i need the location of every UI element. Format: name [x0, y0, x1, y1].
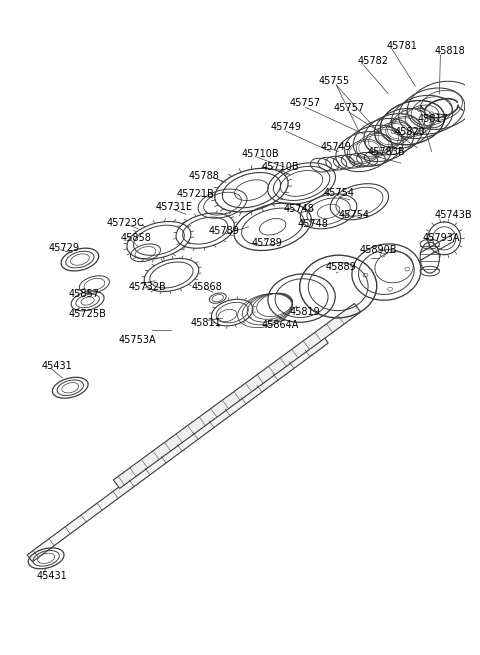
Text: 45754: 45754: [338, 210, 369, 220]
Text: 45431: 45431: [36, 571, 67, 581]
Text: 45857: 45857: [68, 290, 99, 299]
Text: 45748: 45748: [298, 219, 329, 229]
Text: 45732B: 45732B: [128, 282, 166, 291]
Text: 45721B: 45721B: [176, 189, 214, 199]
Polygon shape: [113, 303, 360, 489]
Text: 45781: 45781: [386, 41, 417, 50]
Text: 45819: 45819: [290, 307, 321, 316]
Text: 45817: 45817: [417, 114, 448, 124]
Text: 45749: 45749: [321, 141, 352, 152]
Text: 45753A: 45753A: [119, 335, 156, 345]
Text: 45818: 45818: [434, 47, 465, 56]
Text: 45789: 45789: [208, 225, 239, 236]
Text: 45788: 45788: [189, 171, 220, 181]
Text: 45710B: 45710B: [261, 162, 299, 172]
Polygon shape: [27, 336, 328, 562]
Text: 45858: 45858: [120, 233, 151, 244]
Text: 45782: 45782: [358, 56, 388, 66]
Text: 45868: 45868: [192, 282, 222, 291]
Text: 45811: 45811: [191, 318, 221, 328]
Text: 45748: 45748: [283, 204, 314, 214]
Text: 45757: 45757: [290, 98, 321, 108]
Text: 45749: 45749: [271, 122, 301, 132]
Text: 45729: 45729: [49, 243, 80, 253]
Text: 45793A: 45793A: [422, 233, 459, 244]
Text: 45710B: 45710B: [242, 149, 279, 159]
Text: 45864A: 45864A: [261, 320, 299, 330]
Text: 45889: 45889: [325, 262, 357, 272]
Text: 45754: 45754: [324, 188, 355, 198]
Text: 45723C: 45723C: [107, 218, 144, 228]
Text: 45755: 45755: [319, 76, 350, 86]
Text: 45743B: 45743B: [434, 210, 472, 220]
Text: 45431: 45431: [41, 360, 72, 371]
Text: 45725B: 45725B: [68, 309, 106, 318]
Text: 45890B: 45890B: [360, 245, 397, 255]
Text: 45783B: 45783B: [367, 147, 405, 157]
Text: 45757: 45757: [334, 103, 364, 113]
Text: 45820: 45820: [394, 127, 425, 138]
Text: 45731E: 45731E: [155, 202, 192, 212]
Text: 45789: 45789: [252, 238, 282, 248]
